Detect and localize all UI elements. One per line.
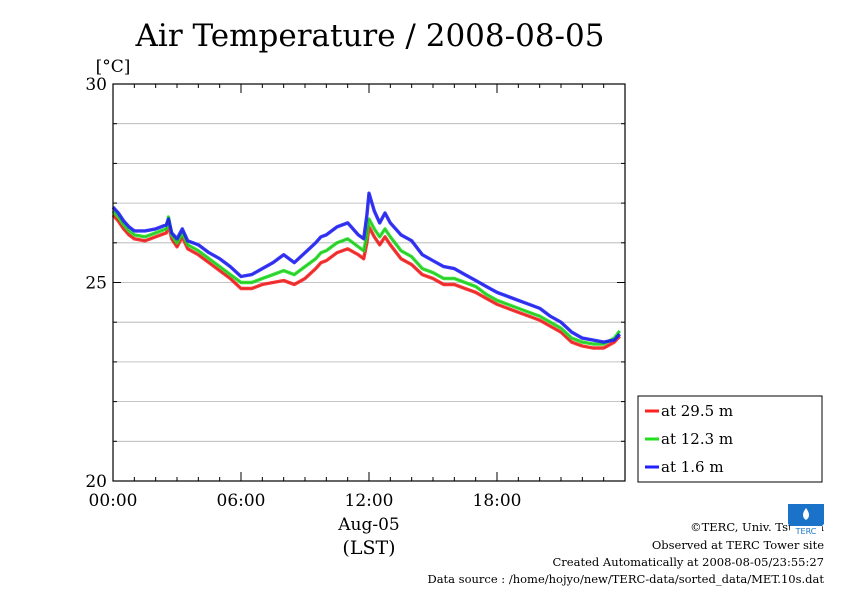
created-text: Created Automatically at 2008-08-05/23:5… xyxy=(552,555,825,569)
series-core-3 xyxy=(112,192,620,343)
y-axis: 20 25 30 xyxy=(85,75,625,492)
x-axis-timezone-label: (LST) xyxy=(342,537,395,559)
legend-label: at 12.3 m xyxy=(661,430,733,448)
x-axis: 00:00 06:00 12:00 18:00 xyxy=(89,84,626,511)
x-tick-label: 18:00 xyxy=(473,491,522,511)
series-line-3 xyxy=(111,191,621,344)
legend: at 29.5 m at 12.3 m at 1.6 m xyxy=(637,395,823,483)
x-tick-label: 00:00 xyxy=(89,491,138,511)
legend-label: at 1.6 m xyxy=(661,458,724,476)
terc-logo-text: TERC xyxy=(795,527,817,536)
y-tick-label: 25 xyxy=(85,274,107,294)
data-source-text: Data source : /home/hojyo/new/TERC-data/… xyxy=(427,572,824,586)
series-core-1 xyxy=(112,214,620,349)
site-text: Observed at TERC Tower site xyxy=(651,538,824,552)
y-tick-label: 30 xyxy=(85,75,107,95)
series-line-1 xyxy=(111,213,621,350)
legend-box xyxy=(637,395,823,483)
series-core-2 xyxy=(112,210,620,345)
x-axis-date-label: Aug-05 xyxy=(337,515,399,535)
x-tick-label: 12:00 xyxy=(345,491,394,511)
legend-items: at 29.5 m at 12.3 m at 1.6 m xyxy=(645,402,733,476)
legend-label: at 29.5 m xyxy=(661,402,733,420)
chart-title: Air Temperature / 2008-08-05 xyxy=(135,18,605,54)
y-tick-label: 20 xyxy=(85,472,107,492)
series-lines xyxy=(111,191,622,350)
grid-lines xyxy=(113,83,625,482)
terc-logo-icon: TERC xyxy=(788,504,824,536)
y-axis-unit-label: [°C] xyxy=(96,57,131,77)
series-line-2 xyxy=(111,209,622,346)
x-tick-label: 06:00 xyxy=(217,491,266,511)
